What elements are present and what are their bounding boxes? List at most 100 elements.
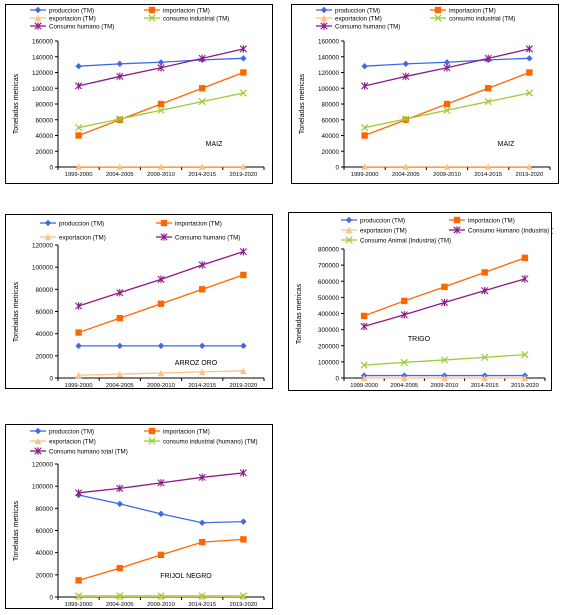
- legend-label: importacion (TM): [468, 217, 515, 224]
- data-point: [74, 592, 83, 600]
- data-point: [440, 356, 449, 364]
- y-tick-label: 160000: [32, 39, 54, 46]
- x-tick-label: 2004-2005: [106, 172, 134, 178]
- chart-svg-frijol-negro: 0 20000 40000 60000 80000 100000 120000 1999-20…: [13, 427, 265, 608]
- legend-marker: [320, 14, 328, 22]
- y-tick-label: 140000: [32, 54, 54, 61]
- data-point: [240, 342, 247, 350]
- data-point: [481, 353, 489, 361]
- chart-title: ARROZ ORO: [175, 360, 218, 367]
- legend-marker: [160, 233, 168, 241]
- x-tick-label: 2019-2020: [511, 383, 539, 389]
- y-tick-label: 0: [49, 595, 53, 602]
- y-tick-label: 400000: [318, 311, 340, 318]
- x-tick-label: 2014-2015: [474, 172, 502, 178]
- data-point: [116, 314, 123, 322]
- legend-label: Consumo humano total (TM): [49, 448, 128, 455]
- y-axis-title: Toneladas metricas: [13, 281, 20, 342]
- data-point: [157, 479, 165, 487]
- legend-marker: [345, 236, 353, 244]
- data-point: [484, 54, 492, 63]
- legend-label: exportacion (TM): [49, 15, 96, 22]
- y-tick-label: 140000: [318, 54, 340, 61]
- data-point: [199, 286, 206, 293]
- series-consumo-animal-industria-tm: [360, 350, 529, 369]
- y-tick-label: 800000: [318, 247, 340, 254]
- data-point: [240, 536, 247, 543]
- y-tick-label: 160000: [318, 39, 340, 46]
- legend-label: importacion (TM): [163, 7, 210, 14]
- series-exportacion-tm: [75, 163, 247, 170]
- legend-label: importacion (TM): [175, 220, 222, 227]
- legend-label: consumo industrial (TM): [449, 15, 515, 22]
- x-tick-label: 2009-2010: [147, 172, 175, 178]
- legend-marker: [148, 427, 156, 435]
- data-point: [481, 374, 488, 382]
- data-point: [443, 106, 451, 114]
- legend-marker: [453, 226, 461, 234]
- series-consumo-industrial-humano-tm: [74, 592, 248, 600]
- y-axis-title: Toneladas metricas: [13, 73, 20, 134]
- x-tick-label: 2009-2010: [431, 383, 459, 389]
- data-point: [443, 163, 451, 170]
- y-tick-label: 60000: [35, 528, 53, 535]
- data-point: [199, 163, 206, 170]
- legend-marker: [320, 6, 328, 14]
- y-tick-label: 20000: [321, 149, 339, 156]
- legend-marker: [34, 427, 42, 435]
- data-point: [239, 89, 248, 97]
- series-exportacion-tm: [361, 163, 533, 170]
- y-tick-label: 300000: [318, 327, 340, 334]
- data-point: [485, 85, 492, 92]
- data-point: [116, 163, 123, 170]
- chart-panel-maiz-2: 0 20000 40000 60000 80000 100000 120000 140000 1…: [291, 4, 559, 184]
- legend-marker: [434, 14, 442, 22]
- data-point: [361, 163, 368, 170]
- legend-label: produccion (TM): [335, 7, 380, 14]
- legend-marker: [44, 233, 52, 241]
- legend-marker: [345, 216, 353, 224]
- y-tick-label: 0: [49, 165, 53, 172]
- legend-marker: [320, 22, 328, 30]
- legend-marker: [44, 219, 52, 227]
- data-point: [402, 72, 410, 81]
- data-point: [199, 85, 206, 92]
- data-point: [360, 361, 368, 369]
- data-point: [116, 72, 124, 81]
- y-tick-label: 20000: [35, 572, 53, 579]
- data-point: [484, 98, 492, 106]
- legend-label: Consumo Humano (Industria) (TM): [468, 227, 553, 234]
- data-point: [481, 286, 489, 295]
- y-tick-label: 200000: [318, 343, 340, 350]
- x-tick-label: 2014-2015: [188, 602, 216, 608]
- series-produccion-tm: [75, 491, 247, 526]
- x-tick-label: 1999-2000: [65, 602, 93, 608]
- data-point: [400, 358, 408, 366]
- x-tick-label: 2019-2020: [230, 172, 258, 178]
- data-point: [116, 500, 123, 508]
- series-consumo-humano-tm: [361, 45, 533, 90]
- y-tick-label: 600000: [318, 279, 340, 286]
- legend-marker: [34, 447, 42, 455]
- x-tick-label: 2014-2015: [471, 383, 499, 389]
- x-tick-label: 2004-2005: [106, 602, 134, 608]
- y-tick-label: 100000: [32, 86, 54, 93]
- y-tick-label: 40000: [35, 550, 53, 557]
- legend-label: produccion (TM): [360, 217, 405, 224]
- y-tick-label: 20000: [35, 353, 53, 360]
- data-point: [116, 564, 123, 572]
- legend-marker: [434, 6, 442, 14]
- data-point: [116, 115, 124, 123]
- data-point: [526, 163, 533, 170]
- legend-label: importacion (TM): [163, 428, 210, 435]
- data-point: [240, 518, 247, 525]
- data-point: [443, 63, 451, 72]
- series-produccion-tm: [75, 342, 247, 350]
- y-tick-label: 100000: [318, 359, 340, 366]
- x-tick-label: 2004-2005: [390, 383, 418, 389]
- legend-label: consumo industrial (humano) (TM): [163, 438, 258, 445]
- data-point: [521, 350, 529, 359]
- legend-label: Consumo Animal (Industria) (TM): [360, 237, 451, 244]
- data-point: [443, 100, 451, 108]
- series-importacion-tm: [75, 536, 247, 584]
